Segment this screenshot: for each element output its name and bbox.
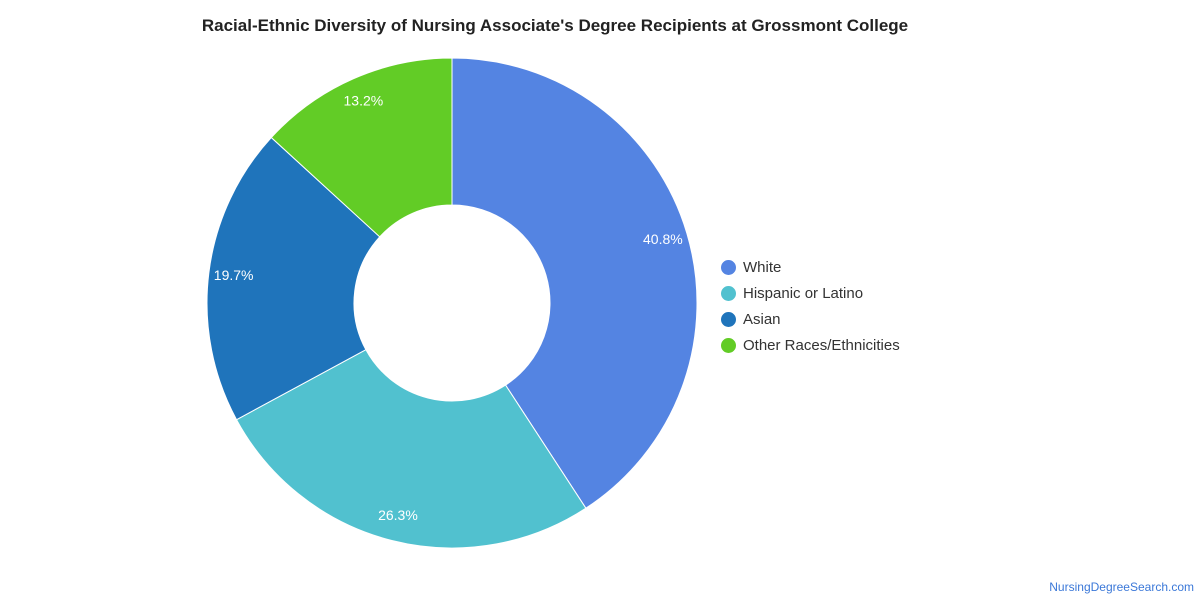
slice-other-races-ethnicities[interactable] <box>270 57 453 238</box>
chart-legend: White Hispanic or Latino Asian Other Races/… <box>721 254 900 358</box>
legend-label: Other Races/Ethnicities <box>743 336 900 354</box>
data-label-hispanic-or-latino: 26.3% <box>378 507 418 523</box>
legend-label: Hispanic or Latino <box>743 284 864 302</box>
legend-item-hispanic-or-latino[interactable]: Hispanic or Latino <box>721 280 900 306</box>
legend-swatch-icon <box>721 337 736 353</box>
source-watermark[interactable]: NursingDegreeSearch.com <box>1049 580 1194 594</box>
legend-swatch-icon <box>721 311 736 327</box>
slice-white[interactable] <box>451 57 698 509</box>
legend-label: Asian <box>743 310 781 328</box>
data-label-white: 40.8% <box>643 231 683 247</box>
slice-asian[interactable] <box>206 136 381 421</box>
slices-group <box>206 57 698 549</box>
chart-title: Racial-Ethnic Diversity of Nursing Assoc… <box>201 16 909 35</box>
legend-label: White <box>743 258 782 276</box>
legend-item-other-races-ethnicities[interactable]: Other Races/Ethnicities <box>721 332 900 358</box>
legend-swatch-icon <box>721 259 736 275</box>
data-label-other-races-ethnicities: 13.2% <box>344 92 384 108</box>
legend-item-white[interactable]: White <box>721 254 900 280</box>
slice-hispanic-or-latino[interactable] <box>235 348 587 549</box>
legend-item-asian[interactable]: Asian <box>721 306 900 332</box>
data-labels-group: 40.8% 26.3% 19.7% 13.2% <box>214 92 683 523</box>
legend-swatch-icon <box>721 285 736 301</box>
data-label-asian: 19.7% <box>214 267 254 283</box>
